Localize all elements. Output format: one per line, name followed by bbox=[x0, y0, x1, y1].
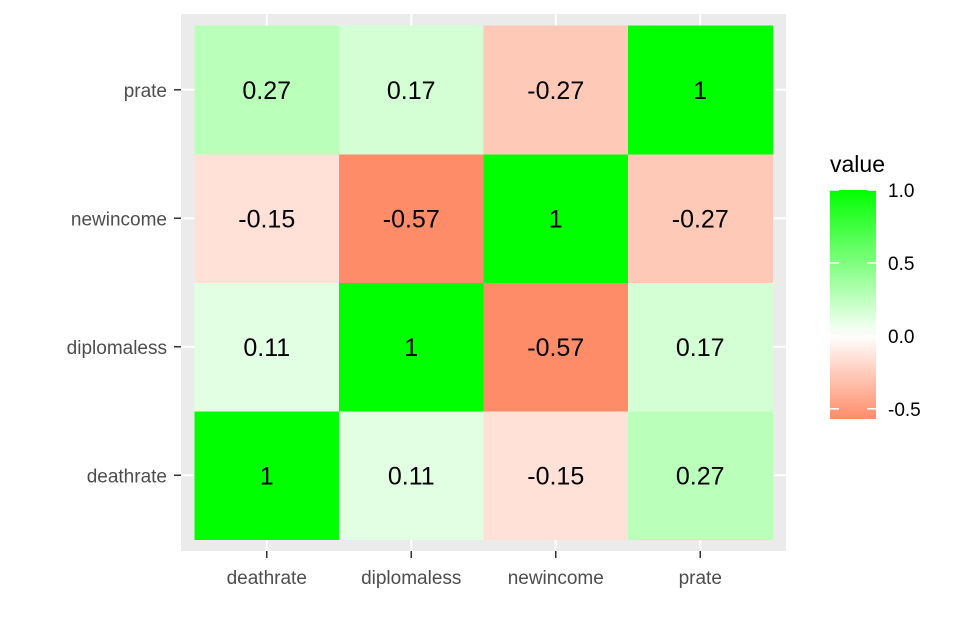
heatmap-cell bbox=[628, 154, 773, 283]
heatmap-cells: 1 0.11 -0.15 0.27 0.11 1 -0.57 0.17 -0.15 -0.57 1 -… bbox=[194, 25, 773, 540]
cell-value-label: -0.15 bbox=[527, 462, 584, 490]
x-tick-label: deathrate bbox=[227, 568, 307, 589]
heatmap-cell bbox=[339, 154, 484, 283]
cell-value-label: 0.17 bbox=[676, 334, 725, 362]
heatmap-cell bbox=[628, 25, 773, 155]
heatmap-cell bbox=[194, 154, 340, 283]
y-tick-label: deathrate bbox=[87, 466, 167, 487]
heatmap-cell bbox=[483, 282, 629, 412]
cell-value-label: 0.27 bbox=[242, 77, 291, 105]
y-tick-label: diplomaless bbox=[67, 338, 167, 359]
heatmap-cell bbox=[194, 411, 340, 540]
heatmap-cell bbox=[483, 411, 629, 540]
cell-value-label: 1 bbox=[693, 77, 707, 105]
legend-tick-label: 1.0 bbox=[888, 181, 914, 202]
cell-value-label: -0.27 bbox=[672, 205, 729, 233]
cell-value-label: 1 bbox=[549, 205, 563, 233]
legend: value 1.0 0.5 0.0 -0.5 bbox=[830, 151, 921, 421]
heatmap-cell bbox=[339, 25, 484, 155]
legend-colorbar bbox=[830, 190, 876, 419]
y-tick-label: newincome bbox=[71, 209, 167, 230]
y-tick-label: prate bbox=[124, 81, 167, 102]
heatmap-cell bbox=[339, 411, 484, 540]
cell-value-label: 1 bbox=[260, 462, 274, 490]
y-axis: deathrate diplomaless newincome prate bbox=[67, 81, 181, 487]
x-tick-label: prate bbox=[679, 568, 722, 589]
legend-tick-label: -0.5 bbox=[888, 400, 921, 421]
heatmap-cell bbox=[483, 154, 629, 283]
cell-value-label: -0.57 bbox=[383, 205, 440, 233]
legend-title: value bbox=[830, 151, 885, 177]
legend-tick-label: 0.5 bbox=[888, 254, 914, 275]
legend-tick-label: 0.0 bbox=[888, 327, 914, 348]
cell-value-label: 1 bbox=[404, 334, 418, 362]
heatmap-cell bbox=[339, 282, 484, 412]
x-tick-label: diplomaless bbox=[361, 568, 461, 589]
x-tick-label: newincome bbox=[508, 568, 604, 589]
cell-value-label: -0.57 bbox=[527, 334, 584, 362]
cell-value-label: 0.27 bbox=[676, 462, 725, 490]
cell-value-label: -0.27 bbox=[527, 77, 584, 105]
cell-value-label: -0.15 bbox=[238, 205, 295, 233]
cell-value-label: 0.11 bbox=[388, 462, 435, 490]
x-axis: deathrate diplomaless newincome prate bbox=[227, 551, 722, 589]
heatmap-cell bbox=[628, 282, 773, 412]
cell-value-label: 0.17 bbox=[387, 77, 436, 105]
heatmap-cell bbox=[628, 411, 773, 540]
cell-value-label: 0.11 bbox=[243, 334, 290, 362]
heatmap-cell bbox=[194, 282, 340, 412]
heatmap-cell bbox=[483, 25, 629, 155]
heatmap-cell bbox=[194, 25, 340, 155]
